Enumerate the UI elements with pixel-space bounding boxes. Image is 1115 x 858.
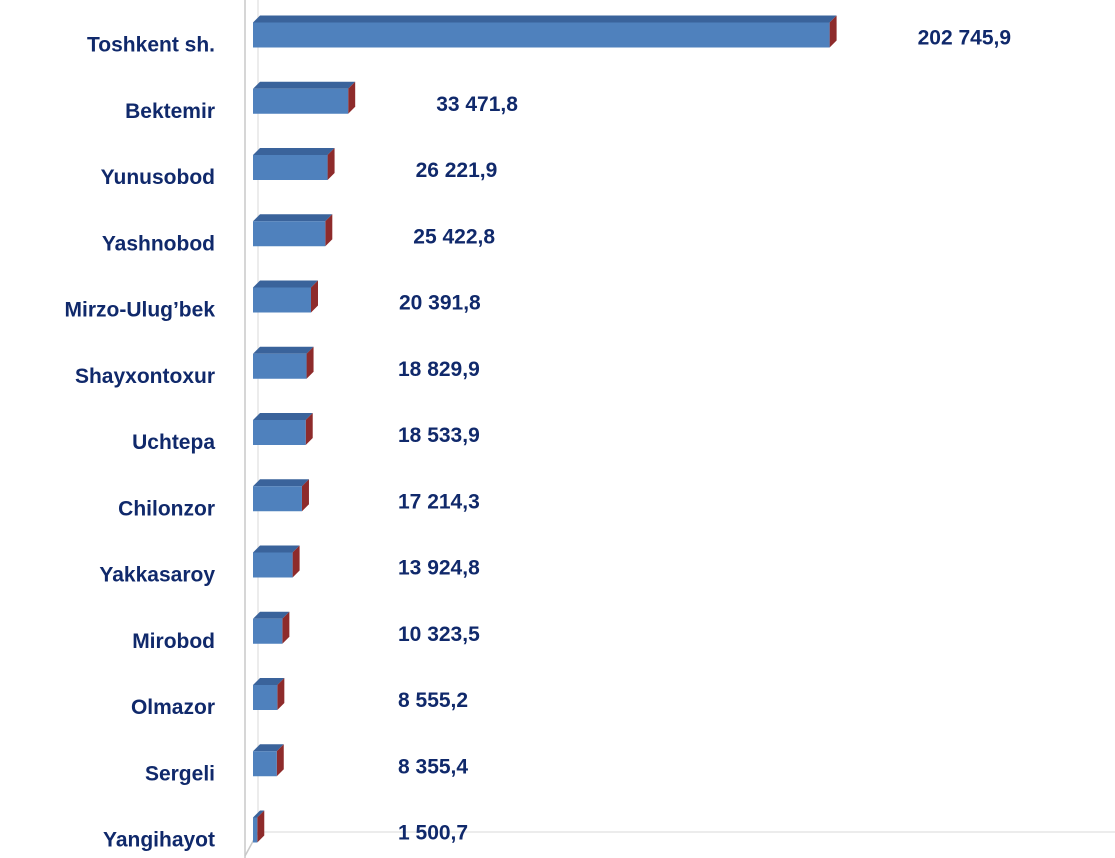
bar-front bbox=[253, 88, 349, 114]
bar-top bbox=[253, 611, 290, 619]
value-label: 33 471,8 bbox=[436, 93, 518, 116]
bar-side bbox=[301, 479, 309, 512]
bar-side bbox=[257, 810, 265, 843]
bar-front bbox=[253, 751, 277, 777]
bar-front bbox=[253, 287, 311, 313]
y-tick-label: Yangihayot bbox=[103, 829, 215, 852]
y-tick-label: Toshkent sh. bbox=[87, 34, 215, 57]
bar-front bbox=[253, 155, 328, 180]
bar bbox=[253, 346, 314, 379]
bar-side bbox=[325, 214, 333, 247]
bar-front bbox=[253, 552, 293, 578]
bar bbox=[253, 479, 309, 512]
bar bbox=[253, 678, 285, 710]
value-label: 202 745,9 bbox=[918, 27, 1011, 50]
bar-front bbox=[253, 22, 830, 48]
value-label: 8 555,2 bbox=[398, 689, 468, 712]
bar bbox=[253, 15, 837, 48]
bar-top bbox=[253, 15, 837, 23]
y-tick-label: Mirzo-Ulug’bek bbox=[65, 299, 216, 322]
bar bbox=[253, 280, 318, 313]
bar-side bbox=[348, 81, 356, 114]
bar bbox=[253, 744, 284, 777]
bar bbox=[253, 611, 290, 644]
bar-top bbox=[253, 148, 335, 155]
bar-top bbox=[253, 810, 265, 818]
bar-front bbox=[253, 221, 326, 247]
value-label: 25 422,8 bbox=[413, 225, 495, 248]
bar-top bbox=[253, 545, 300, 553]
bar-side bbox=[306, 346, 314, 379]
bar-front bbox=[253, 618, 283, 644]
bar-front bbox=[253, 420, 306, 445]
bar bbox=[253, 413, 313, 445]
y-tick-label: Olmazor bbox=[131, 696, 215, 719]
value-label: 20 391,8 bbox=[399, 292, 481, 315]
bar bbox=[253, 810, 265, 843]
value-label: 17 214,3 bbox=[398, 490, 480, 513]
bar-side bbox=[276, 744, 284, 777]
y-tick-label: Sergeli bbox=[145, 762, 215, 785]
bar-top bbox=[253, 214, 333, 222]
value-label: 26 221,9 bbox=[416, 159, 498, 182]
bar-side bbox=[310, 280, 318, 313]
bar-top bbox=[253, 280, 318, 288]
y-tick-label: Mirobod bbox=[132, 630, 215, 653]
value-label: 18 533,9 bbox=[398, 424, 480, 447]
value-label: 18 829,9 bbox=[398, 358, 480, 381]
bar-side bbox=[829, 15, 837, 48]
bar bbox=[253, 545, 300, 578]
y-tick-label: Bektemir bbox=[125, 100, 215, 123]
value-label: 1 500,7 bbox=[398, 822, 468, 845]
bar-front bbox=[253, 817, 258, 843]
bar bbox=[253, 148, 335, 180]
y-tick-label: Shayxontoxur bbox=[75, 365, 215, 388]
bar-top bbox=[253, 678, 285, 685]
bar-side bbox=[292, 545, 300, 578]
bar-side bbox=[282, 611, 290, 644]
value-label: 8 355,4 bbox=[398, 755, 468, 778]
bar-front bbox=[253, 685, 278, 710]
y-tick-label: Yashnobod bbox=[102, 232, 215, 255]
bar-side bbox=[277, 678, 285, 710]
value-label: 13 924,8 bbox=[398, 557, 480, 580]
bar-top bbox=[253, 744, 284, 752]
bar-top bbox=[253, 479, 309, 487]
value-label: 10 323,5 bbox=[398, 623, 480, 646]
bar bbox=[253, 81, 356, 114]
y-tick-label: Uchtepa bbox=[132, 431, 215, 454]
bar bbox=[253, 214, 333, 247]
bar-top bbox=[253, 413, 313, 420]
bar-side bbox=[305, 413, 313, 445]
y-tick-label: Yunusobod bbox=[101, 166, 215, 189]
bar-top bbox=[253, 81, 356, 89]
y-tick-label: Chilonzor bbox=[118, 497, 215, 520]
y-tick-label: Yakkasaroy bbox=[99, 564, 215, 587]
bar-top bbox=[253, 346, 314, 354]
bar-front bbox=[253, 353, 307, 379]
bar-front bbox=[253, 486, 302, 512]
bar-side bbox=[327, 148, 335, 180]
